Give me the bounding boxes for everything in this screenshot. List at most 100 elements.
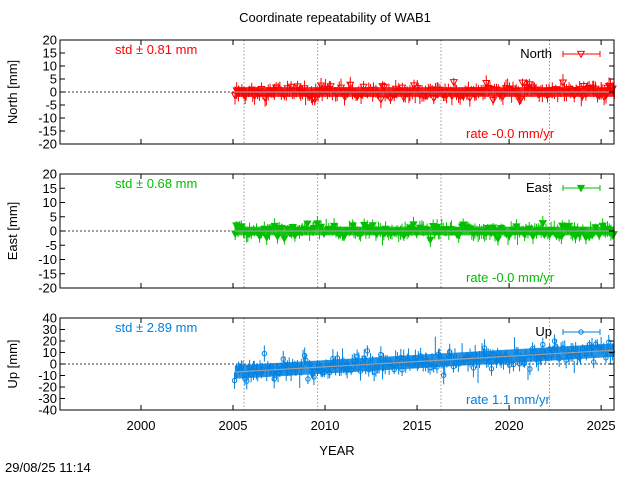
data-point: [273, 233, 282, 241]
data-point: [462, 89, 472, 98]
data-point: [248, 371, 254, 378]
data-point: [303, 220, 312, 229]
data-point: [482, 79, 491, 88]
data-point: [340, 93, 349, 101]
y-tick-label: 0: [50, 85, 57, 100]
data-point: [309, 224, 319, 233]
data-point: [551, 338, 558, 344]
data-point: [417, 353, 424, 359]
data-point: [364, 348, 371, 354]
y-tick-label: 5: [50, 209, 57, 224]
data-point: [571, 233, 580, 241]
data-point: [516, 95, 525, 104]
data-point: [368, 222, 377, 230]
x-tick-label: 2005: [219, 418, 248, 433]
data-point: [277, 224, 286, 233]
data-point: [379, 84, 389, 92]
x-tick-label: 2010: [311, 418, 340, 433]
data-point: [415, 357, 422, 363]
legend-label: Up: [535, 324, 552, 339]
data-point: [357, 368, 364, 374]
y-axis-label: East [mm]: [5, 202, 20, 261]
data-point: [343, 89, 352, 97]
data-point: [476, 356, 483, 363]
data-point: [308, 368, 315, 374]
data-point: [591, 359, 597, 365]
rate-label: rate 1.1 mm/yr: [466, 392, 550, 407]
data-point: [473, 358, 480, 364]
data-point: [386, 95, 395, 103]
data-point: [315, 87, 324, 96]
data-point: [512, 223, 521, 231]
y-tick-label: 40: [43, 311, 57, 326]
data-point: [429, 94, 438, 103]
data-point: [477, 87, 486, 95]
data-point: [363, 90, 372, 99]
data-point: [576, 354, 583, 361]
data-point: [481, 345, 488, 351]
data-point: [465, 94, 474, 103]
data-point: [578, 329, 584, 335]
data-point: [277, 90, 286, 98]
data-point: [488, 366, 495, 372]
data-point: [384, 359, 390, 365]
data-point: [363, 224, 372, 232]
data-point: [353, 93, 362, 101]
data-point: [378, 351, 384, 358]
y-tick-label: -20: [38, 137, 57, 152]
data-point: [545, 231, 554, 240]
y-tick-label: 10: [43, 59, 57, 74]
data-point: [280, 235, 289, 243]
data-point: [318, 89, 327, 98]
data-point: [238, 364, 245, 370]
y-tick-label: 15: [43, 46, 57, 61]
data-point: [422, 226, 432, 234]
data-point: [288, 369, 294, 376]
data-point: [414, 362, 421, 368]
data-point: [570, 226, 579, 234]
data-point: [450, 363, 457, 370]
data-point: [326, 83, 335, 91]
std-label: std ± 0.81 mm: [115, 42, 197, 57]
data-point: [518, 354, 524, 360]
data-point: [557, 233, 566, 241]
data-point: [284, 365, 291, 371]
data-point: [308, 95, 317, 104]
data-point: [488, 97, 498, 105]
data-point: [440, 372, 447, 378]
y-tick-label: -30: [38, 391, 57, 406]
chart-title: Coordinate repeatability of WAB1: [239, 10, 431, 25]
data-point: [391, 366, 397, 373]
data-point: [329, 222, 339, 231]
data-point: [521, 360, 528, 366]
data-point: [376, 226, 385, 235]
data-point: [361, 355, 367, 362]
data-point: [553, 344, 559, 350]
data-point: [300, 85, 309, 93]
data-point: [318, 367, 324, 373]
data-point: [459, 93, 468, 101]
data-point: [572, 87, 581, 95]
data-point: [520, 359, 526, 365]
data-point: [447, 92, 457, 101]
data-point: [298, 89, 307, 97]
y-tick-label: 20: [43, 167, 57, 182]
data-point: [310, 96, 319, 104]
data-point: [434, 364, 440, 370]
data-point: [274, 86, 283, 95]
y-tick-label: 5: [50, 72, 57, 87]
y-tick-label: -5: [45, 98, 57, 113]
data-point: [428, 86, 437, 94]
data-point: [409, 221, 418, 229]
data-point: [525, 225, 534, 233]
y-tick-label: -20: [38, 380, 57, 395]
data-point: [259, 366, 266, 373]
data-point: [271, 376, 277, 382]
series-north: [230, 74, 617, 109]
data-point: [303, 357, 309, 363]
legend: North: [520, 46, 601, 61]
data-point: [566, 353, 572, 359]
data-point: [563, 357, 569, 363]
data-point: [535, 359, 541, 365]
